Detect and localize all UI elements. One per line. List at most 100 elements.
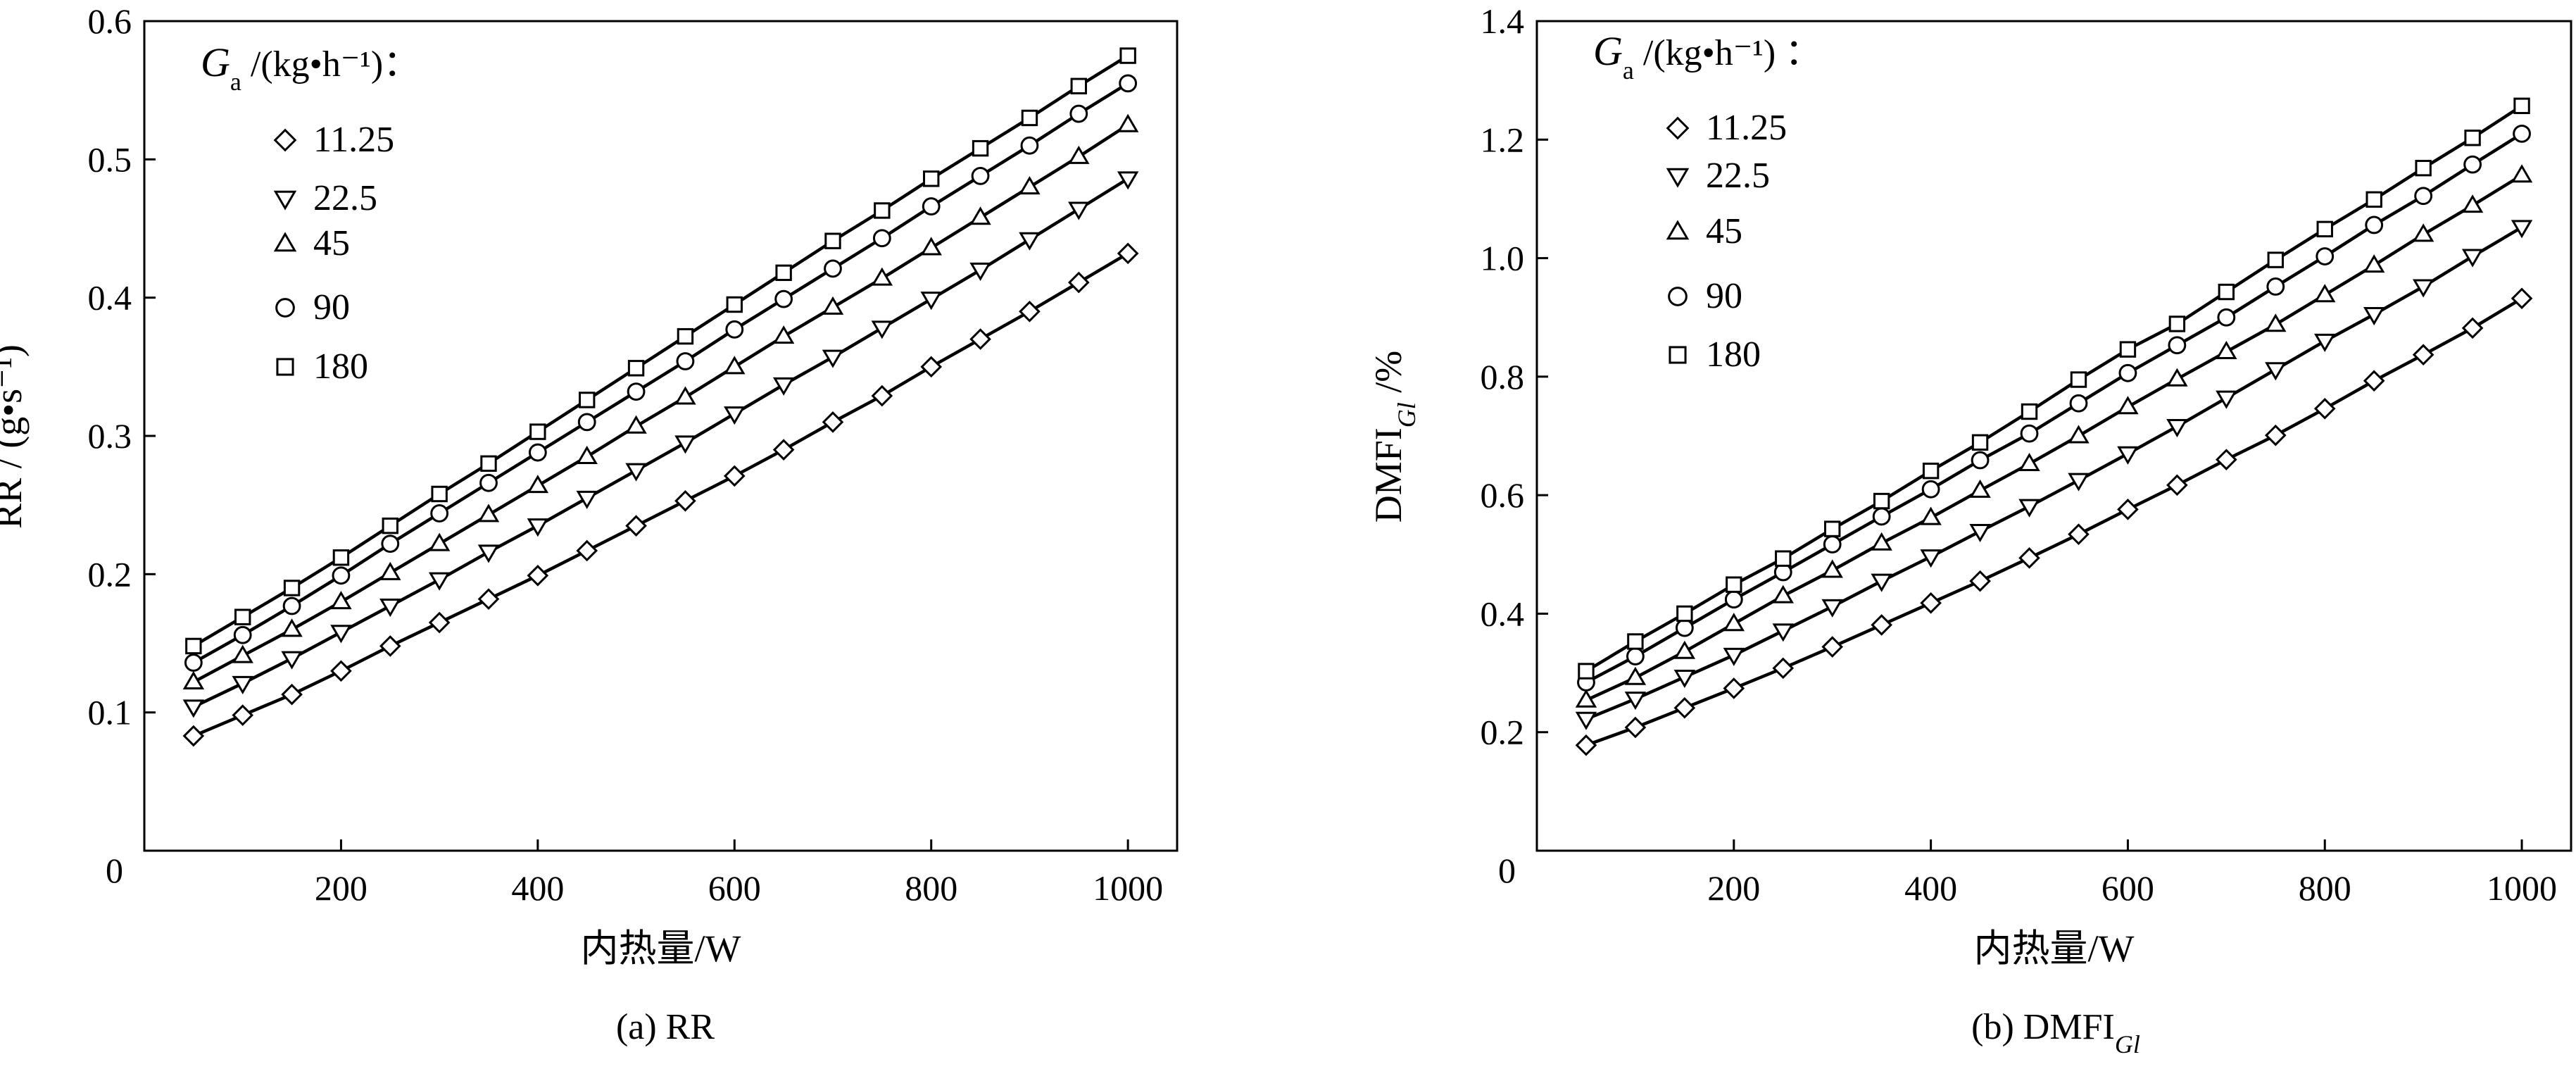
data-point <box>2216 340 2237 360</box>
data-point <box>332 549 350 566</box>
data-point <box>1575 734 1597 756</box>
data-point <box>1578 663 1595 680</box>
legend-entry: 180 <box>313 346 368 387</box>
series-line <box>1585 296 2523 747</box>
legend-entry: 90 <box>313 287 350 327</box>
legend-entry: 90 <box>1706 276 1742 316</box>
x-axis-title: 内热量/W <box>1974 927 2135 970</box>
data-point <box>1676 605 1693 623</box>
data-point <box>1922 462 1940 480</box>
y-tick-label: 0.2 <box>88 554 132 594</box>
data-point <box>2118 363 2137 382</box>
data-point <box>577 413 596 432</box>
data-point <box>2363 370 2385 392</box>
data-point <box>871 320 893 339</box>
data-point <box>281 651 303 670</box>
data-point <box>185 637 202 655</box>
plot-frame <box>1535 20 2572 852</box>
data-point <box>725 320 744 339</box>
data-point <box>1675 618 1694 637</box>
data-point <box>1821 636 1844 658</box>
data-point <box>1624 716 1647 739</box>
series-45 <box>182 113 1139 689</box>
data-point <box>772 325 795 344</box>
data-point <box>184 654 203 672</box>
data-point <box>576 490 598 509</box>
data-point <box>1067 271 1090 294</box>
data-point <box>428 532 451 551</box>
series-11.25 <box>1575 287 2533 756</box>
data-point <box>1069 104 1088 123</box>
data-point <box>724 406 746 425</box>
panel-caption: (a) RR <box>616 1007 715 1047</box>
series-line <box>192 82 1129 664</box>
origin-label: 0 <box>1498 851 1516 890</box>
data-point <box>2412 279 2434 298</box>
data-point <box>1920 592 1942 614</box>
x-tick-label: 600 <box>708 868 761 908</box>
data-point <box>2018 547 2040 569</box>
legend-title-variable: G <box>1593 28 1623 74</box>
panel-caption-subscript: Gl <box>2115 1030 2140 1058</box>
data-point <box>232 704 254 726</box>
data-point <box>579 392 596 408</box>
data-point <box>969 328 991 350</box>
data-point <box>2166 419 2188 438</box>
data-point <box>2316 247 2335 265</box>
data-point <box>2415 159 2432 177</box>
data-point <box>2216 449 2237 470</box>
data-point <box>969 206 991 225</box>
series-line <box>192 251 1129 738</box>
y-axis-title-main: DMFI <box>1367 427 1409 523</box>
series-180 <box>1578 97 2530 680</box>
data-point <box>726 296 743 313</box>
data-point <box>2461 194 2484 213</box>
series-90 <box>1577 124 2531 692</box>
data-point <box>379 635 401 657</box>
data-point <box>428 611 451 634</box>
data-point <box>2021 403 2038 420</box>
data-point <box>2513 97 2530 115</box>
data-point <box>920 292 942 311</box>
data-point <box>1119 47 1136 64</box>
data-point <box>824 232 841 249</box>
data-point <box>379 598 401 618</box>
data-point <box>1969 479 1991 498</box>
data-point <box>2070 371 2087 388</box>
data-point <box>2511 287 2533 310</box>
data-point <box>2168 336 2187 355</box>
legend-marker <box>1666 116 1690 140</box>
data-point <box>2412 344 2434 366</box>
data-point <box>1021 109 1038 127</box>
data-point <box>234 608 251 625</box>
data-point <box>379 561 401 580</box>
y-tick-label: 1.2 <box>1481 120 1525 159</box>
data-point <box>1019 300 1041 323</box>
data-point <box>1627 633 1644 650</box>
data-point <box>1871 614 1892 636</box>
data-point <box>2265 362 2287 381</box>
data-point <box>1673 669 1696 689</box>
data-point <box>430 504 449 523</box>
data-point <box>2464 130 2481 146</box>
legend-marker <box>275 298 295 318</box>
legend-title: Ga /(kg•h⁻¹)： <box>201 39 420 96</box>
data-point <box>971 166 990 185</box>
series-90 <box>184 74 1138 672</box>
data-point <box>2314 333 2336 352</box>
data-point <box>674 435 696 454</box>
data-point <box>1726 576 1742 593</box>
data-point <box>920 356 943 378</box>
series-line <box>1585 173 2523 702</box>
data-point <box>1971 434 1989 451</box>
origin-label: 0 <box>106 851 123 890</box>
series-45 <box>1575 164 2533 708</box>
data-point <box>2117 499 2139 520</box>
data-point <box>2217 308 2236 327</box>
data-point <box>724 356 746 375</box>
data-point <box>822 411 844 433</box>
data-point <box>2363 307 2385 326</box>
data-point <box>2218 283 2235 301</box>
data-point <box>822 296 844 315</box>
